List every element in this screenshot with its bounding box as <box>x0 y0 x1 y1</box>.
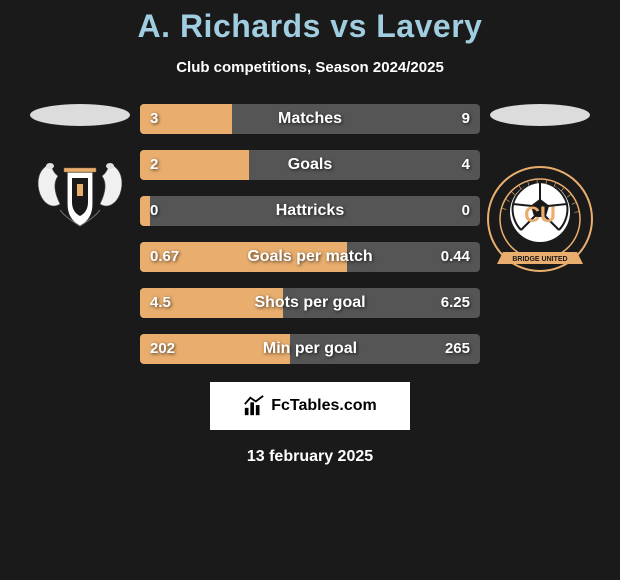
player-shadow-left <box>30 104 130 126</box>
stat-label: Matches <box>140 104 480 134</box>
stat-label: Goals <box>140 150 480 180</box>
comparison-infographic: A. Richards vs Lavery Club competitions,… <box>0 0 620 580</box>
stat-right-value: 265 <box>445 334 470 364</box>
stat-bar: 4.5Shots per goal6.25 <box>140 288 480 318</box>
date-label: 13 february 2025 <box>247 448 373 466</box>
stat-right-value: 0 <box>462 196 470 226</box>
stat-bar: 0.67Goals per match0.44 <box>140 242 480 272</box>
stat-right-value: 6.25 <box>441 288 470 318</box>
stat-bar: 0Hattricks0 <box>140 196 480 226</box>
brand-text: FcTables.com <box>271 397 377 415</box>
stat-right-value: 0.44 <box>441 242 470 272</box>
stat-label: Shots per goal <box>140 288 480 318</box>
page-title: A. Richards vs Lavery <box>138 8 483 45</box>
player-shadow-right <box>490 104 590 126</box>
stat-label: Min per goal <box>140 334 480 364</box>
badge-monogram: CU <box>524 202 556 227</box>
stat-label: Hattricks <box>140 196 480 226</box>
badge-ribbon-text: BRIDGE UNITED <box>512 256 567 263</box>
stat-bars: 3Matches9 2Goals4 0Hattricks0 0.67Goals per… <box>140 104 480 364</box>
content-row: 3Matches9 2Goals4 0Hattricks0 0.67Goals per… <box>0 104 620 364</box>
stat-right-value: 4 <box>462 150 470 180</box>
stat-bar: 202Min per goal265 <box>140 334 480 364</box>
stat-right-value: 9 <box>462 104 470 134</box>
stat-bar: 3Matches9 <box>140 104 480 134</box>
stat-bar: 2Goals4 <box>140 150 480 180</box>
right-player-column: CU I I I I I I I I I I I I I BRIDGE UNIT… <box>480 104 600 274</box>
left-player-column <box>20 104 140 234</box>
chart-icon <box>243 395 265 417</box>
stat-label: Goals per match <box>140 242 480 272</box>
club-crest-right: CU I I I I I I I I I I I I I BRIDGE UNIT… <box>485 164 595 274</box>
club-crest-left <box>30 154 130 234</box>
subtitle: Club competitions, Season 2024/2025 <box>176 59 444 76</box>
brand-badge: FcTables.com <box>210 382 410 430</box>
